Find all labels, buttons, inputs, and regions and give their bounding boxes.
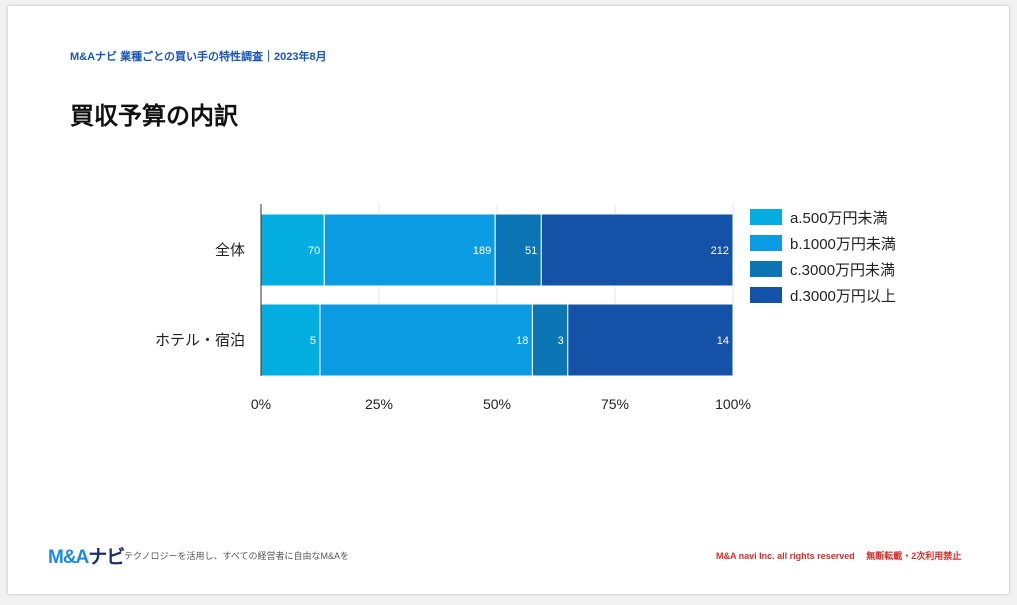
x-tick-label: 50%: [483, 396, 511, 412]
x-tick-label: 100%: [715, 396, 751, 412]
bar-segment: [531, 303, 569, 377]
data-label: 3: [558, 335, 564, 347]
data-label: 18: [516, 335, 528, 347]
category-label: 全体: [215, 241, 245, 259]
data-label: 51: [525, 245, 537, 257]
legend-label: c.3000万円未満: [790, 261, 896, 279]
bar-segment: [494, 213, 542, 287]
subtitle: M&Aナビ 業種ごとの買い手の特性調査｜2023年8月: [70, 51, 327, 63]
legend-swatch: [750, 209, 782, 225]
legend-swatch: [750, 235, 782, 251]
legend-item: d.3000万円以上: [750, 282, 896, 308]
bar-segment: [540, 213, 734, 287]
legend-swatch: [750, 261, 782, 277]
category-label: ホテル・宿泊: [155, 332, 245, 349]
page-title: 買収予算の内訳: [70, 103, 238, 130]
data-label: 189: [473, 245, 491, 257]
bar-segment: [567, 303, 734, 377]
legend-item: b.1000万円未満: [750, 230, 896, 256]
card: M&Aナビ 業種ごとの買い手の特性調査｜2023年8月 買収予算の内訳 0% 25…: [8, 6, 1009, 594]
data-label: 212: [711, 245, 729, 257]
stacked-bar-chart: 0% 25% 50% 75% 100% 全体 70 189 51 212 ホテル・宿泊 5 18 3 14: [155, 204, 751, 412]
bar-segment: [260, 303, 321, 377]
legend-item: c.3000万円未満: [750, 256, 896, 282]
tagline: テクノロジーを活用し、すべての経営者に自由なM&Aを: [124, 551, 349, 561]
legend-item: a.500万円未満: [750, 204, 896, 230]
legend: a.500万円未満 b.1000万円未満 c.3000万円未満 d.3000万円以上: [750, 204, 896, 308]
copyright: M&A navi Inc. all rights reserved 無断転載・2…: [716, 551, 962, 561]
bar-segment: [319, 303, 533, 377]
legend-label: a.500万円未満: [790, 209, 888, 227]
x-tick-label: 0%: [251, 396, 271, 412]
x-tick-label: 25%: [365, 396, 393, 412]
data-label: 70: [308, 245, 320, 257]
bar-segment: [323, 213, 496, 287]
x-tick-label: 75%: [601, 396, 629, 412]
logo: M&Aナビ: [48, 547, 125, 568]
legend-swatch: [750, 287, 782, 303]
data-label: 14: [717, 335, 729, 347]
data-label: 5: [310, 335, 316, 347]
legend-label: d.3000万円以上: [790, 287, 896, 305]
legend-label: b.1000万円未満: [790, 235, 896, 253]
